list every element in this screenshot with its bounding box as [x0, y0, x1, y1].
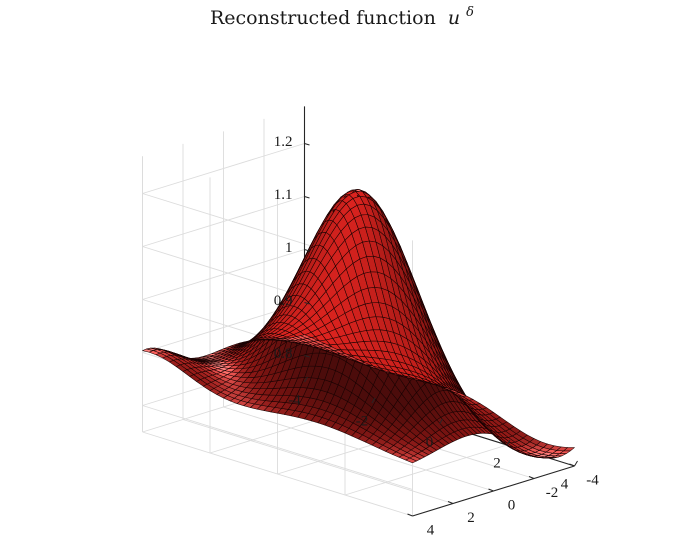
z-tick-mark: [304, 302, 310, 305]
z-tick-mark: [304, 143, 310, 146]
z-tick-mark: [304, 196, 310, 199]
x-tick-label: -4: [288, 392, 301, 408]
y-tick-mark: [569, 463, 575, 467]
y-tick-label: 4: [427, 522, 435, 538]
surface: [142, 189, 575, 464]
x-tick-label: -2: [356, 413, 369, 429]
chart-title-symbol: u: [448, 7, 460, 29]
chart-title-text: Reconstructed function: [210, 7, 436, 29]
surface-patch: [563, 447, 575, 452]
z-tick-label: 1.2: [274, 134, 293, 150]
z-tick-mark: [304, 249, 310, 252]
y-tick-mark: [528, 476, 535, 479]
y-tick-label: 0: [508, 497, 516, 513]
chart-title-superscript: δ: [466, 5, 474, 20]
z-tick-label: 0.8: [274, 346, 293, 362]
gridline-y: [223, 406, 494, 492]
x-tick-label: 0: [426, 434, 434, 450]
gridline-y: [142, 431, 413, 517]
x-tick-mark: [439, 418, 443, 425]
z-tick-label: 1: [285, 240, 293, 256]
y-tick-label: 2: [467, 510, 475, 526]
y-tick-mark: [407, 513, 413, 517]
x-tick-mark: [506, 439, 511, 446]
y-tick-mark: [447, 501, 454, 504]
z-tick-label: 0.9: [274, 293, 293, 309]
x-tick-mark: [371, 397, 376, 404]
y-tick-label: -2: [546, 485, 559, 501]
x-tick-label: 2: [493, 455, 501, 471]
gridline-y: [182, 419, 454, 504]
y-tick-label: -4: [586, 472, 599, 488]
x-tick-label: 4: [561, 476, 569, 492]
x-tick-mark: [304, 376, 308, 383]
tick-labels: 0.8 0.9 1 1.1 1.2 -4 -2 0 2 4 -4 -2 0 2 4: [274, 134, 599, 539]
chart-title: Reconstructed function u δ: [210, 5, 474, 29]
z-tick-mark: [304, 355, 310, 358]
y-tick-mark: [488, 488, 494, 492]
z-tick-label: 1.1: [274, 187, 293, 203]
x-tick-mark: [574, 460, 578, 467]
